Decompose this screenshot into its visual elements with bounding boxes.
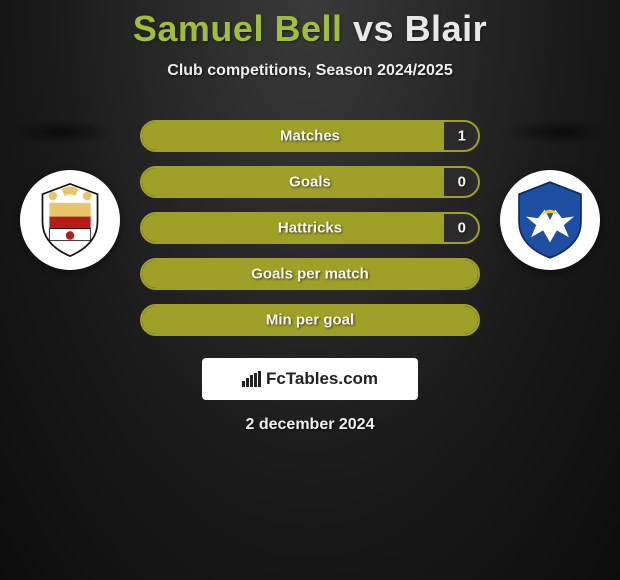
portsmouth-crest-icon bbox=[507, 177, 593, 263]
brand-box: FcTables.com bbox=[202, 358, 418, 400]
stat-bars: Matches 1 Goals 0 Hattricks 0 Goals per … bbox=[140, 120, 480, 336]
stat-bar-goals: Goals 0 bbox=[140, 166, 480, 198]
stat-value: 1 bbox=[458, 128, 466, 145]
brand-text: FcTables.com bbox=[266, 369, 378, 389]
player1-name: Samuel Bell bbox=[133, 8, 343, 49]
crest-shadow-left bbox=[8, 120, 116, 144]
stat-bar-hattricks: Hattricks 0 bbox=[140, 212, 480, 244]
page-title: Samuel Bell vs Blair bbox=[0, 0, 620, 50]
stat-bar-matches: Matches 1 bbox=[140, 120, 480, 152]
club-crest-right bbox=[500, 170, 600, 270]
stat-label: Goals bbox=[289, 174, 331, 191]
bristol-city-crest-icon bbox=[27, 177, 113, 263]
crest-shadow-right bbox=[504, 120, 612, 144]
bar-chart-icon bbox=[242, 371, 262, 387]
stat-label: Matches bbox=[280, 128, 340, 145]
date-text: 2 december 2024 bbox=[0, 416, 620, 434]
stat-label: Hattricks bbox=[278, 220, 342, 237]
stat-value: 0 bbox=[458, 174, 466, 191]
vs-text: vs bbox=[353, 8, 394, 49]
stat-bar-min-per-goal: Min per goal bbox=[140, 304, 480, 336]
club-crest-left bbox=[20, 170, 120, 270]
stat-label: Goals per match bbox=[251, 266, 369, 283]
stat-bar-goals-per-match: Goals per match bbox=[140, 258, 480, 290]
comparison-panel: Matches 1 Goals 0 Hattricks 0 Goals per … bbox=[0, 120, 620, 434]
subtitle: Club competitions, Season 2024/2025 bbox=[0, 62, 620, 80]
player2-name: Blair bbox=[405, 8, 488, 49]
stat-label: Min per goal bbox=[266, 312, 354, 329]
stat-value: 0 bbox=[458, 220, 466, 237]
